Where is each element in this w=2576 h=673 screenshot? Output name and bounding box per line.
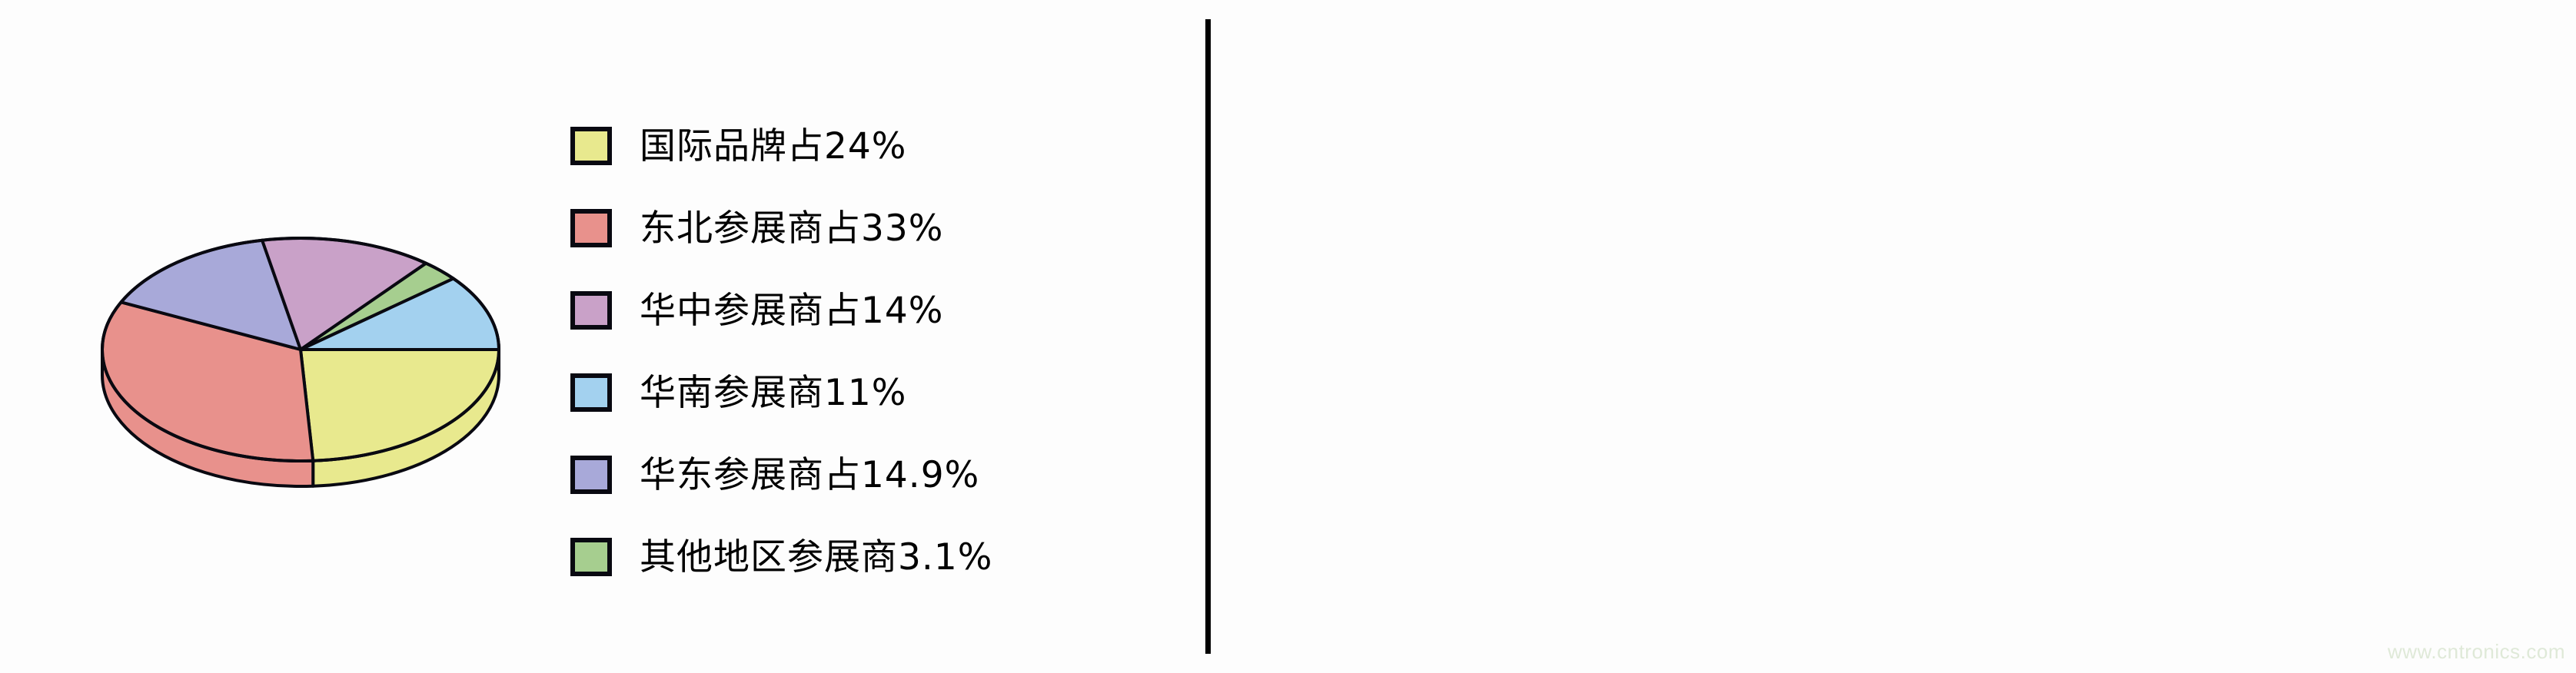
legend-item-label: 华中参展商占14% <box>640 289 944 332</box>
legend-item-label: 东北参展商占33% <box>640 207 944 250</box>
exhibitor-legend-item[interactable]: 东北参展商占33% <box>570 205 992 251</box>
legend-swatch-icon <box>570 538 612 576</box>
site-watermark: www.cntronics.com <box>2388 640 2565 663</box>
exhibitor-slice[interactable]: 国际品牌占24% <box>299 348 500 462</box>
exhibitor-pie-chart: 国际品牌占24%东北参展商占33%华东参展商占14.9%华中参展商占14%其他地… <box>85 204 523 511</box>
legend-swatch-icon <box>570 127 612 165</box>
exhibitor-legend: 国际品牌占24% 东北参展商占33% 华中参展商占14% 华南参展商11% 华东参展商占… <box>570 123 992 616</box>
exhibitor-rim <box>101 237 500 462</box>
legend-item-label: 华东参展商占14.9% <box>640 453 980 496</box>
exhibitor-legend-item[interactable]: 国际品牌占24% <box>570 123 992 169</box>
panel-divider <box>1205 19 1211 654</box>
legend-item-label: 华南参展商11% <box>640 371 907 414</box>
exhibitor-chart-panel: 国际品牌占24% 东北参展商占33% 华东参展商占14.9% 华中参展商占14% 其他地… <box>0 0 1207 673</box>
visitor-chart-panel: 企业决策者25%直接用户45%其他观众4%设计院、大中专、科技人员8%采购商、经… <box>1207 0 2576 673</box>
legend-item-label: 国际品牌占24% <box>640 124 907 167</box>
legend-swatch-icon <box>570 456 612 494</box>
exhibitor-legend-item[interactable]: 华中参展商占14% <box>570 287 992 333</box>
exhibitor-legend-item[interactable]: 华东参展商占14.9% <box>570 452 992 498</box>
legend-swatch-icon <box>570 291 612 330</box>
legend-item-label: 其他地区参展商3.1% <box>640 535 993 579</box>
exhibitor-legend-item[interactable]: 华南参展商11% <box>570 370 992 416</box>
exhibitor-legend-item[interactable]: 其他地区参展商3.1% <box>570 534 992 580</box>
exhibitor-pie-svg: 国际品牌占24%东北参展商占33%华东参展商占14.9%华中参展商占14%其他地… <box>101 237 500 488</box>
legend-swatch-icon <box>570 373 612 412</box>
legend-swatch-icon <box>570 209 612 247</box>
